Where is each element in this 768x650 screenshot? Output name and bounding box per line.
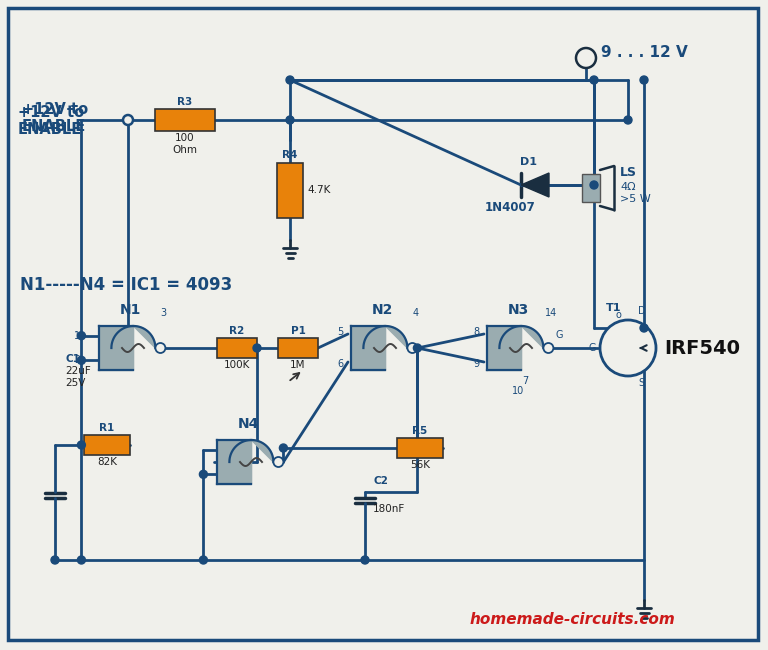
Text: G: G bbox=[588, 343, 596, 353]
Text: 3: 3 bbox=[161, 308, 167, 318]
Text: 5: 5 bbox=[337, 327, 343, 337]
Circle shape bbox=[624, 116, 632, 124]
Polygon shape bbox=[217, 440, 251, 484]
Circle shape bbox=[155, 343, 165, 353]
Text: 2: 2 bbox=[74, 356, 81, 365]
Bar bbox=[277, 162, 303, 218]
Polygon shape bbox=[488, 326, 521, 370]
Text: 82K: 82K bbox=[97, 457, 117, 467]
Text: D: D bbox=[638, 306, 646, 316]
Text: 6: 6 bbox=[337, 359, 343, 369]
Text: IRF540: IRF540 bbox=[664, 339, 740, 358]
Circle shape bbox=[78, 556, 85, 564]
Text: 9: 9 bbox=[473, 359, 479, 369]
Bar bbox=[217, 338, 257, 358]
Text: N4: N4 bbox=[237, 417, 259, 431]
Circle shape bbox=[78, 332, 85, 340]
Circle shape bbox=[544, 343, 554, 353]
Polygon shape bbox=[230, 440, 273, 484]
Text: 1: 1 bbox=[74, 331, 81, 341]
Bar bbox=[84, 435, 130, 455]
Text: G: G bbox=[555, 330, 563, 340]
Text: N3: N3 bbox=[508, 303, 528, 317]
Text: 1M: 1M bbox=[290, 360, 306, 370]
Circle shape bbox=[640, 76, 648, 84]
Polygon shape bbox=[352, 326, 386, 370]
Text: 4Ω: 4Ω bbox=[620, 182, 636, 192]
Text: >5 W: >5 W bbox=[620, 194, 650, 204]
Circle shape bbox=[273, 457, 283, 467]
Bar bbox=[397, 438, 443, 458]
Bar bbox=[278, 338, 318, 358]
Polygon shape bbox=[363, 326, 407, 370]
Text: R1: R1 bbox=[99, 423, 114, 433]
Text: P1: P1 bbox=[290, 326, 306, 336]
Circle shape bbox=[280, 444, 287, 452]
Text: N1: N1 bbox=[119, 303, 141, 317]
Text: C1: C1 bbox=[65, 354, 80, 364]
Circle shape bbox=[123, 115, 133, 125]
Circle shape bbox=[51, 556, 59, 564]
Text: 100K: 100K bbox=[223, 360, 250, 370]
Text: R2: R2 bbox=[230, 326, 245, 336]
Text: S: S bbox=[638, 378, 644, 388]
Text: 100
Ohm: 100 Ohm bbox=[173, 133, 197, 155]
Text: 10: 10 bbox=[512, 386, 524, 396]
Circle shape bbox=[286, 76, 294, 84]
Circle shape bbox=[590, 76, 598, 84]
Text: R3: R3 bbox=[177, 97, 193, 107]
Circle shape bbox=[200, 556, 207, 564]
Text: 7: 7 bbox=[522, 376, 528, 386]
Polygon shape bbox=[111, 326, 155, 370]
Circle shape bbox=[253, 344, 261, 352]
Circle shape bbox=[640, 324, 648, 332]
Polygon shape bbox=[499, 326, 544, 370]
Circle shape bbox=[78, 356, 85, 364]
Text: R4: R4 bbox=[283, 151, 298, 161]
Text: 14: 14 bbox=[545, 308, 558, 318]
Circle shape bbox=[590, 181, 598, 189]
Text: N1-----N4 = IC1 = 4093: N1-----N4 = IC1 = 4093 bbox=[20, 276, 232, 294]
Text: 9 . . . 12 V: 9 . . . 12 V bbox=[601, 45, 688, 60]
Text: R5: R5 bbox=[412, 426, 428, 436]
Circle shape bbox=[600, 320, 656, 376]
Text: C2: C2 bbox=[373, 476, 388, 486]
Text: N2: N2 bbox=[371, 303, 392, 317]
Text: 8: 8 bbox=[473, 327, 479, 337]
Text: +12V to
ENABLE: +12V to ENABLE bbox=[22, 102, 88, 135]
Circle shape bbox=[78, 441, 85, 449]
Text: 4: 4 bbox=[412, 308, 419, 318]
Text: homemade-circuits.com: homemade-circuits.com bbox=[470, 612, 676, 627]
Circle shape bbox=[576, 48, 596, 68]
Text: 180nF: 180nF bbox=[373, 504, 406, 514]
Text: D1: D1 bbox=[520, 157, 537, 167]
Text: o: o bbox=[615, 310, 621, 320]
Bar bbox=[155, 109, 215, 131]
Text: 4.7K: 4.7K bbox=[307, 185, 330, 195]
Circle shape bbox=[413, 344, 422, 352]
Text: +12V to
ENABLE: +12V to ENABLE bbox=[18, 105, 84, 137]
Polygon shape bbox=[99, 326, 134, 370]
Text: LS: LS bbox=[620, 166, 637, 179]
Polygon shape bbox=[521, 173, 549, 197]
Text: 56K: 56K bbox=[410, 460, 430, 470]
Circle shape bbox=[361, 556, 369, 564]
Text: T1: T1 bbox=[606, 303, 622, 313]
Text: 1N4007: 1N4007 bbox=[485, 201, 536, 214]
Circle shape bbox=[407, 343, 417, 353]
Circle shape bbox=[286, 116, 294, 124]
Text: 22uF
25V: 22uF 25V bbox=[65, 366, 91, 387]
Bar bbox=[582, 174, 600, 202]
Circle shape bbox=[200, 471, 207, 478]
